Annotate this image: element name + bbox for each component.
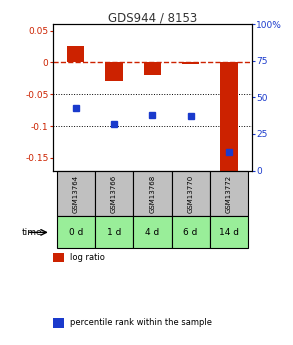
Bar (95, 216, 133, 248)
Bar (210, 216, 248, 248)
Text: log ratio: log ratio (70, 253, 105, 262)
Text: 1 d: 1 d (107, 228, 121, 237)
Bar (57, 170, 95, 216)
Text: GSM13770: GSM13770 (188, 174, 194, 213)
Text: GSM13764: GSM13764 (73, 175, 79, 213)
Bar (210, 170, 248, 216)
Text: 6 d: 6 d (183, 228, 198, 237)
Bar (95, 170, 133, 216)
Bar (57, 216, 95, 248)
Title: GDS944 / 8153: GDS944 / 8153 (108, 11, 197, 24)
Bar (133, 216, 171, 248)
Bar (220, 62, 238, 170)
Text: GSM13772: GSM13772 (226, 175, 232, 213)
Text: 14 d: 14 d (219, 228, 239, 237)
Bar (67, 47, 84, 62)
Text: percentile rank within the sample: percentile rank within the sample (70, 318, 212, 327)
Bar (144, 62, 161, 75)
Text: 0 d: 0 d (69, 228, 83, 237)
Text: GSM13766: GSM13766 (111, 174, 117, 213)
Text: GSM13768: GSM13768 (149, 174, 155, 213)
Bar (182, 62, 199, 64)
Bar (171, 216, 210, 248)
Bar (105, 62, 123, 81)
Bar (133, 170, 171, 216)
Text: 4 d: 4 d (145, 228, 159, 237)
Text: time: time (22, 228, 43, 237)
Bar (171, 170, 210, 216)
